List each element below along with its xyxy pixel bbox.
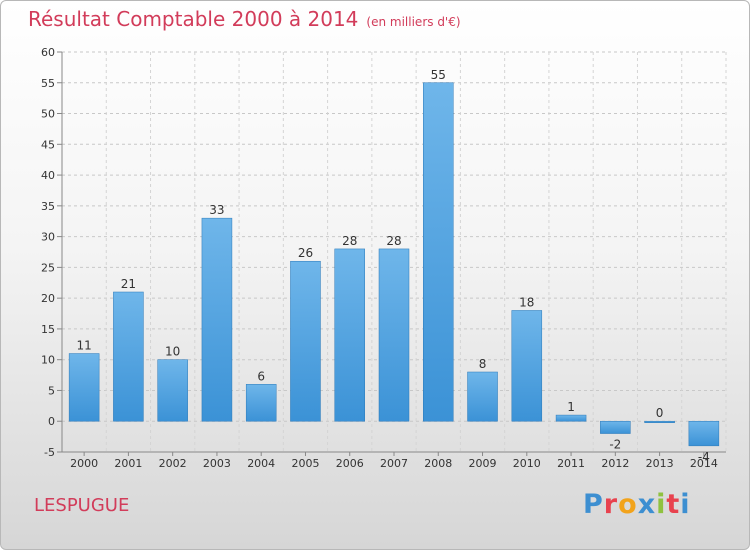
data-label-2012: -2 xyxy=(609,438,621,452)
y-tick-label: 30 xyxy=(41,231,55,244)
logo-letter: r xyxy=(603,489,619,520)
x-tick-label-2006: 2006 xyxy=(336,457,364,470)
bar-2013[interactable] xyxy=(644,420,675,423)
y-tick-label: 15 xyxy=(41,323,55,336)
x-tick-label-2007: 2007 xyxy=(380,457,408,470)
chart-title-text: Résultat Comptable 2000 à 2014 xyxy=(28,7,359,31)
bar-2008[interactable] xyxy=(423,82,454,422)
data-label-2009: 8 xyxy=(479,357,487,371)
x-tick-label-2008: 2008 xyxy=(424,457,452,470)
bar-2003[interactable] xyxy=(201,217,233,422)
data-label-2005: 26 xyxy=(298,246,313,260)
logo-letter: P xyxy=(583,489,604,520)
bar-2007[interactable] xyxy=(378,248,410,422)
y-tick-label: 10 xyxy=(41,354,55,367)
data-label-2003: 33 xyxy=(209,203,224,217)
x-tick-label-2010: 2010 xyxy=(513,457,541,470)
y-tick-label: -5 xyxy=(44,446,55,459)
commune-name: LESPUGUE xyxy=(34,495,130,516)
y-tick-label: 60 xyxy=(41,46,55,59)
bar-2005[interactable] xyxy=(290,260,321,422)
data-label-2001: 21 xyxy=(121,277,136,291)
logo-letter: i xyxy=(680,489,691,520)
y-tick-label: 5 xyxy=(48,384,55,397)
y-tick-label: 25 xyxy=(41,261,55,274)
x-tick-label-2003: 2003 xyxy=(203,457,231,470)
logo-letter: x xyxy=(637,489,657,520)
x-tick-label-2005: 2005 xyxy=(291,457,319,470)
x-tick-label-2013: 2013 xyxy=(646,457,674,470)
proxiti-logo[interactable]: Proxiti xyxy=(583,489,691,520)
data-label-2000: 11 xyxy=(76,339,91,353)
y-tick-label: 40 xyxy=(41,169,55,182)
x-tick-label-2009: 2009 xyxy=(469,457,497,470)
x-tick-label-2012: 2012 xyxy=(601,457,629,470)
bar-2014[interactable] xyxy=(688,420,720,447)
data-label-2006: 28 xyxy=(342,234,357,248)
y-tick-label: 55 xyxy=(41,77,55,90)
x-tick-label-2004: 2004 xyxy=(247,457,275,470)
bar-2000[interactable] xyxy=(68,353,100,422)
data-label-2013: 0 xyxy=(656,406,664,420)
data-label-2010: 18 xyxy=(519,295,534,309)
x-tick-label-2014: 2014 xyxy=(690,457,718,470)
x-tick-label-2002: 2002 xyxy=(159,457,187,470)
bar-2001[interactable] xyxy=(113,291,144,422)
data-labels: 11 21 10 33 6 26 28 28 55 8 18 1 -2 0 -4 xyxy=(76,68,709,464)
chart-title: Résultat Comptable 2000 à 2014 (en millie… xyxy=(28,7,461,31)
y-tick-label: 45 xyxy=(41,138,55,151)
bar-2006[interactable] xyxy=(334,248,365,422)
y-tick-label: 35 xyxy=(41,200,55,213)
logo-letter: o xyxy=(618,489,638,520)
bar-2010[interactable] xyxy=(511,310,543,422)
x-tick-label-2000: 2000 xyxy=(70,457,98,470)
bar-2002[interactable] xyxy=(157,359,188,422)
bar-2012[interactable] xyxy=(600,420,631,434)
bar-2004[interactable] xyxy=(245,384,277,422)
bar-2009[interactable] xyxy=(467,371,498,422)
x-tick-label-2001: 2001 xyxy=(114,457,142,470)
x-tick-label-2011: 2011 xyxy=(557,457,585,470)
data-label-2002: 10 xyxy=(165,345,180,359)
data-label-2011: 1 xyxy=(567,400,575,414)
data-label-2008: 55 xyxy=(431,68,446,82)
data-label-2004: 6 xyxy=(257,369,265,383)
y-tick-label: 0 xyxy=(48,415,55,428)
logo-letter: t xyxy=(666,489,681,520)
y-tick-label: 20 xyxy=(41,292,55,305)
bar-2011[interactable] xyxy=(555,414,587,422)
y-tick-label: 50 xyxy=(41,108,55,121)
data-label-2014: -4 xyxy=(698,450,710,464)
logo-letter: i xyxy=(656,489,667,520)
bars xyxy=(68,82,720,447)
data-label-2007: 28 xyxy=(386,234,401,248)
chart-subtitle: (en milliers d'€) xyxy=(366,15,461,29)
